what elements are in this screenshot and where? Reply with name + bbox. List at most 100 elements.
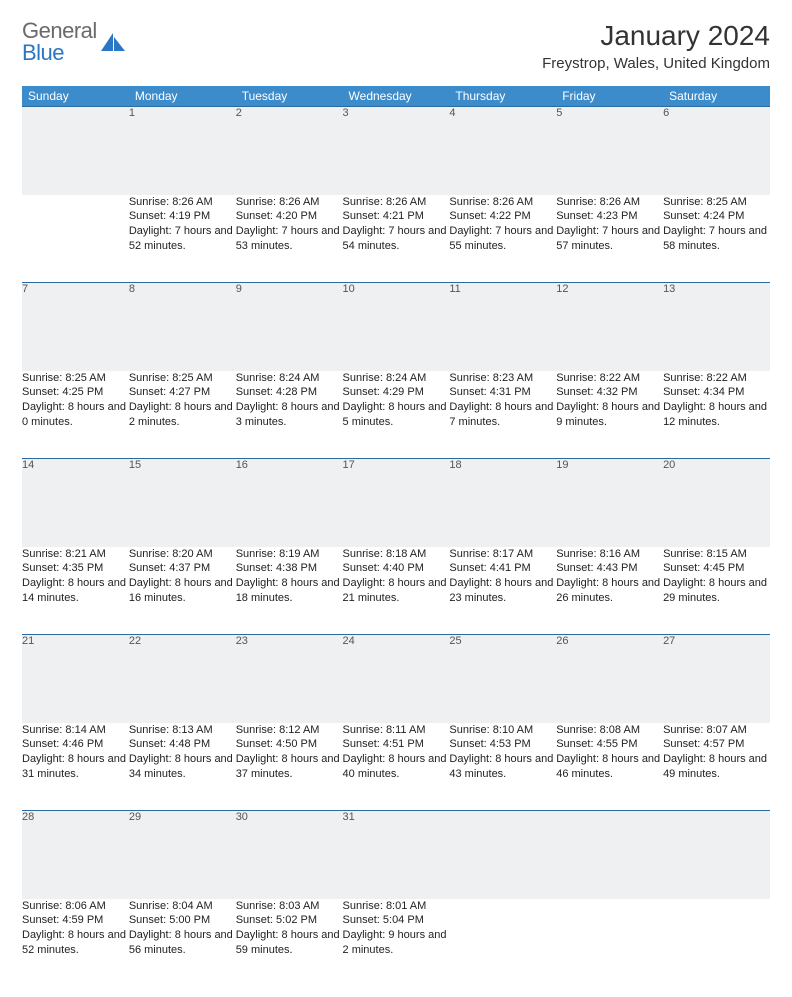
day-cell: Sunrise: 8:17 AMSunset: 4:41 PMDaylight:… <box>449 547 556 635</box>
day-cell: Sunrise: 8:14 AMSunset: 4:46 PMDaylight:… <box>22 723 129 811</box>
daynum-row: 21222324252627 <box>22 635 770 723</box>
daynum-row: 123456 <box>22 107 770 195</box>
day-cell-text: Sunrise: 8:26 AMSunset: 4:20 PMDaylight:… <box>236 195 343 254</box>
day-cell: Sunrise: 8:11 AMSunset: 4:51 PMDaylight:… <box>343 723 450 811</box>
day-cell: Sunrise: 8:12 AMSunset: 4:50 PMDaylight:… <box>236 723 343 811</box>
day-cell-text: Sunrise: 8:14 AMSunset: 4:46 PMDaylight:… <box>22 723 129 782</box>
day-cell <box>449 899 556 987</box>
day-number <box>556 811 663 899</box>
day-number <box>449 811 556 899</box>
day-cell-text: Sunrise: 8:11 AMSunset: 4:51 PMDaylight:… <box>343 723 450 782</box>
month-title: January 2024 <box>542 20 770 52</box>
brand-logo: General Blue <box>22 20 129 64</box>
title-block: January 2024 Freystrop, Wales, United Ki… <box>542 20 770 72</box>
day-cell-text: Sunrise: 8:01 AMSunset: 5:04 PMDaylight:… <box>343 899 450 958</box>
day-cell: Sunrise: 8:04 AMSunset: 5:00 PMDaylight:… <box>129 899 236 987</box>
day-cell: Sunrise: 8:26 AMSunset: 4:23 PMDaylight:… <box>556 195 663 283</box>
day-number <box>663 811 770 899</box>
day-cell-text: Sunrise: 8:26 AMSunset: 4:23 PMDaylight:… <box>556 195 663 254</box>
day-cell-text: Sunrise: 8:16 AMSunset: 4:43 PMDaylight:… <box>556 547 663 606</box>
weekday-header: Thursday <box>449 86 556 107</box>
day-cell: Sunrise: 8:06 AMSunset: 4:59 PMDaylight:… <box>22 899 129 987</box>
day-cell: Sunrise: 8:19 AMSunset: 4:38 PMDaylight:… <box>236 547 343 635</box>
day-cell: Sunrise: 8:25 AMSunset: 4:27 PMDaylight:… <box>129 371 236 459</box>
day-cell-text: Sunrise: 8:22 AMSunset: 4:32 PMDaylight:… <box>556 371 663 430</box>
day-cell: Sunrise: 8:26 AMSunset: 4:21 PMDaylight:… <box>343 195 450 283</box>
day-number: 29 <box>129 811 236 899</box>
day-number <box>22 107 129 195</box>
weekday-header: Sunday <box>22 86 129 107</box>
day-cell-text: Sunrise: 8:06 AMSunset: 4:59 PMDaylight:… <box>22 899 129 958</box>
day-cell-text: Sunrise: 8:20 AMSunset: 4:37 PMDaylight:… <box>129 547 236 606</box>
day-number: 11 <box>449 283 556 371</box>
day-cell: Sunrise: 8:22 AMSunset: 4:32 PMDaylight:… <box>556 371 663 459</box>
day-number: 25 <box>449 635 556 723</box>
day-cell-text: Sunrise: 8:15 AMSunset: 4:45 PMDaylight:… <box>663 547 770 606</box>
day-content-row: Sunrise: 8:21 AMSunset: 4:35 PMDaylight:… <box>22 547 770 635</box>
day-content-row: Sunrise: 8:14 AMSunset: 4:46 PMDaylight:… <box>22 723 770 811</box>
day-number: 26 <box>556 635 663 723</box>
calendar-body: 123456Sunrise: 8:26 AMSunset: 4:19 PMDay… <box>22 107 770 987</box>
day-cell-text: Sunrise: 8:25 AMSunset: 4:27 PMDaylight:… <box>129 371 236 430</box>
day-cell: Sunrise: 8:10 AMSunset: 4:53 PMDaylight:… <box>449 723 556 811</box>
day-number: 22 <box>129 635 236 723</box>
day-content-row: Sunrise: 8:25 AMSunset: 4:25 PMDaylight:… <box>22 371 770 459</box>
day-cell-text: Sunrise: 8:08 AMSunset: 4:55 PMDaylight:… <box>556 723 663 782</box>
location-line: Freystrop, Wales, United Kingdom <box>542 55 770 72</box>
weekday-header: Saturday <box>663 86 770 107</box>
weekday-header: Wednesday <box>343 86 450 107</box>
weekday-header-row: Sunday Monday Tuesday Wednesday Thursday… <box>22 86 770 107</box>
day-cell-text: Sunrise: 8:23 AMSunset: 4:31 PMDaylight:… <box>449 371 556 430</box>
calendar-page: General Blue January 2024 Freystrop, Wal… <box>0 0 792 997</box>
brand-line2: Blue <box>22 40 64 65</box>
day-number: 21 <box>22 635 129 723</box>
day-cell-text: Sunrise: 8:25 AMSunset: 4:24 PMDaylight:… <box>663 195 770 254</box>
day-cell-text: Sunrise: 8:26 AMSunset: 4:22 PMDaylight:… <box>449 195 556 254</box>
day-cell-text: Sunrise: 8:03 AMSunset: 5:02 PMDaylight:… <box>236 899 343 958</box>
day-cell: Sunrise: 8:20 AMSunset: 4:37 PMDaylight:… <box>129 547 236 635</box>
day-cell-text: Sunrise: 8:04 AMSunset: 5:00 PMDaylight:… <box>129 899 236 958</box>
day-cell-text: Sunrise: 8:13 AMSunset: 4:48 PMDaylight:… <box>129 723 236 782</box>
day-number: 12 <box>556 283 663 371</box>
day-cell-text: Sunrise: 8:07 AMSunset: 4:57 PMDaylight:… <box>663 723 770 782</box>
day-cell <box>556 899 663 987</box>
page-header: General Blue January 2024 Freystrop, Wal… <box>22 20 770 72</box>
day-number: 3 <box>343 107 450 195</box>
day-number: 27 <box>663 635 770 723</box>
day-cell: Sunrise: 8:15 AMSunset: 4:45 PMDaylight:… <box>663 547 770 635</box>
day-cell: Sunrise: 8:25 AMSunset: 4:25 PMDaylight:… <box>22 371 129 459</box>
day-cell: Sunrise: 8:25 AMSunset: 4:24 PMDaylight:… <box>663 195 770 283</box>
weekday-header: Friday <box>556 86 663 107</box>
day-cell: Sunrise: 8:07 AMSunset: 4:57 PMDaylight:… <box>663 723 770 811</box>
day-number: 24 <box>343 635 450 723</box>
day-cell: Sunrise: 8:23 AMSunset: 4:31 PMDaylight:… <box>449 371 556 459</box>
day-cell-text: Sunrise: 8:26 AMSunset: 4:21 PMDaylight:… <box>343 195 450 254</box>
daynum-row: 78910111213 <box>22 283 770 371</box>
day-cell-text: Sunrise: 8:24 AMSunset: 4:28 PMDaylight:… <box>236 371 343 430</box>
day-cell-text: Sunrise: 8:26 AMSunset: 4:19 PMDaylight:… <box>129 195 236 254</box>
day-content-row: Sunrise: 8:06 AMSunset: 4:59 PMDaylight:… <box>22 899 770 987</box>
day-cell-text: Sunrise: 8:18 AMSunset: 4:40 PMDaylight:… <box>343 547 450 606</box>
day-cell-text: Sunrise: 8:17 AMSunset: 4:41 PMDaylight:… <box>449 547 556 606</box>
day-cell <box>663 899 770 987</box>
day-number: 4 <box>449 107 556 195</box>
brand-sail-icon <box>99 31 129 53</box>
day-cell: Sunrise: 8:16 AMSunset: 4:43 PMDaylight:… <box>556 547 663 635</box>
day-number: 18 <box>449 459 556 547</box>
day-number: 28 <box>22 811 129 899</box>
daynum-row: 28293031 <box>22 811 770 899</box>
day-number: 23 <box>236 635 343 723</box>
day-number: 14 <box>22 459 129 547</box>
day-cell: Sunrise: 8:08 AMSunset: 4:55 PMDaylight:… <box>556 723 663 811</box>
day-cell: Sunrise: 8:21 AMSunset: 4:35 PMDaylight:… <box>22 547 129 635</box>
daynum-row: 14151617181920 <box>22 459 770 547</box>
day-cell: Sunrise: 8:24 AMSunset: 4:29 PMDaylight:… <box>343 371 450 459</box>
day-cell: Sunrise: 8:26 AMSunset: 4:22 PMDaylight:… <box>449 195 556 283</box>
day-number: 17 <box>343 459 450 547</box>
day-cell: Sunrise: 8:26 AMSunset: 4:20 PMDaylight:… <box>236 195 343 283</box>
weekday-header: Tuesday <box>236 86 343 107</box>
day-cell-text: Sunrise: 8:24 AMSunset: 4:29 PMDaylight:… <box>343 371 450 430</box>
day-cell: Sunrise: 8:18 AMSunset: 4:40 PMDaylight:… <box>343 547 450 635</box>
day-cell-text: Sunrise: 8:19 AMSunset: 4:38 PMDaylight:… <box>236 547 343 606</box>
day-cell: Sunrise: 8:24 AMSunset: 4:28 PMDaylight:… <box>236 371 343 459</box>
